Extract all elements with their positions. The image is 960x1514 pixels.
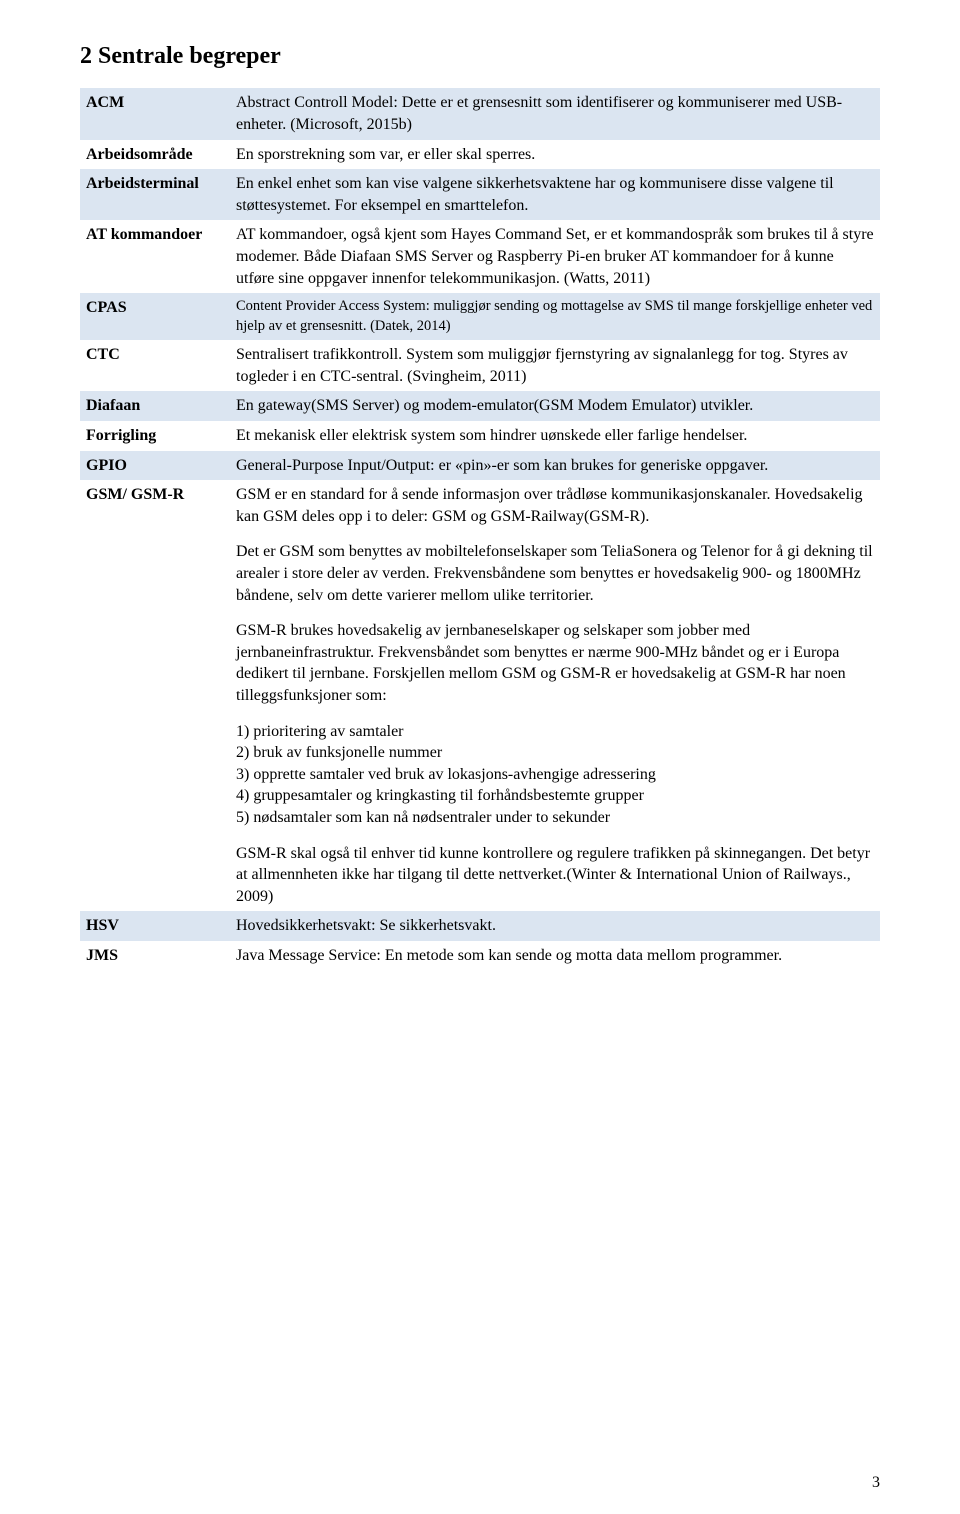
term-cell: HSV — [80, 911, 230, 941]
table-row: GSM/ GSM-RGSM er en standard for å sende… — [80, 480, 880, 911]
desc-paragraph: Et mekanisk eller elektrisk system som h… — [236, 425, 874, 447]
desc-cell: Content Provider Access System: muliggjø… — [230, 293, 880, 340]
desc-paragraph: Sentralisert trafikkontroll. System som … — [236, 344, 874, 387]
desc-cell: General-Purpose Input/Output: er «pin»-e… — [230, 451, 880, 481]
table-row: Arbeidsområde En sporstrekning som var, e… — [80, 140, 880, 170]
table-row: JMS Java Message Service: En metode som k… — [80, 941, 880, 971]
desc-paragraph: General-Purpose Input/Output: er «pin»-e… — [236, 455, 874, 477]
desc-paragraph: GSM er en standard for å sende informasj… — [236, 484, 874, 527]
term-cell: AT kommandoer — [80, 220, 230, 293]
definitions-tbody: ACMAbstract Controll Model: Dette er et … — [80, 88, 880, 970]
table-row: CTCSentralisert trafikkontroll. System s… — [80, 340, 880, 391]
definitions-table: ACMAbstract Controll Model: Dette er et … — [80, 88, 880, 970]
term-cell: JMS — [80, 941, 230, 971]
desc-cell: AT kommandoer, også kjent som Hayes Comm… — [230, 220, 880, 293]
term-cell: GSM/ GSM-R — [80, 480, 230, 911]
section-heading: 2 Sentrale begreper — [80, 40, 880, 72]
desc-paragraph: Content Provider Access System: muliggjø… — [236, 297, 874, 336]
desc-cell: En enkel enhet som kan vise valgene sikk… — [230, 169, 880, 220]
desc-paragraph: GSM-R brukes hovedsakelig av jernbanesel… — [236, 620, 874, 706]
desc-paragraph: AT kommandoer, også kjent som Hayes Comm… — [236, 224, 874, 289]
desc-paragraph: Hovedsikkerhetsvakt: Se sikkerhetsvakt. — [236, 915, 874, 937]
term-cell: Forrigling — [80, 421, 230, 451]
table-row: ArbeidsterminalEn enkel enhet som kan vi… — [80, 169, 880, 220]
term-cell: Arbeidsterminal — [80, 169, 230, 220]
page-number: 3 — [872, 1472, 880, 1494]
desc-paragraph: En enkel enhet som kan vise valgene sikk… — [236, 173, 874, 216]
term-cell: Diafaan — [80, 391, 230, 421]
term-cell: Arbeidsområde — [80, 140, 230, 170]
desc-cell: En gateway(SMS Server) og modem-emulator… — [230, 391, 880, 421]
desc-cell: Hovedsikkerhetsvakt: Se sikkerhetsvakt. — [230, 911, 880, 941]
desc-paragraph: En gateway(SMS Server) og modem-emulator… — [236, 395, 874, 417]
desc-paragraph: 1) prioritering av samtaler 2) bruk av f… — [236, 721, 874, 829]
desc-paragraph: En sporstrekning som var, er eller skal … — [236, 144, 874, 166]
desc-cell: En sporstrekning som var, er eller skal … — [230, 140, 880, 170]
term-cell: GPIO — [80, 451, 230, 481]
desc-cell: Abstract Controll Model: Dette er et gre… — [230, 88, 880, 139]
desc-cell: Et mekanisk eller elektrisk system som h… — [230, 421, 880, 451]
term-cell: ACM — [80, 88, 230, 139]
desc-paragraph: Java Message Service: En metode som kan … — [236, 945, 874, 967]
desc-paragraph: GSM-R skal også til enhver tid kunne kon… — [236, 843, 874, 908]
desc-cell: GSM er en standard for å sende informasj… — [230, 480, 880, 911]
desc-paragraph: Abstract Controll Model: Dette er et gre… — [236, 92, 874, 135]
table-row: CPASContent Provider Access System: muli… — [80, 293, 880, 340]
desc-paragraph: Det er GSM som benyttes av mobiltelefons… — [236, 541, 874, 606]
table-row: HSV Hovedsikkerhetsvakt: Se sikkerhetsvak… — [80, 911, 880, 941]
term-cell: CPAS — [80, 293, 230, 340]
desc-cell: Java Message Service: En metode som kan … — [230, 941, 880, 971]
table-row: Forrigling Et mekanisk eller elektrisk sy… — [80, 421, 880, 451]
desc-cell: Sentralisert trafikkontroll. System som … — [230, 340, 880, 391]
table-row: GPIO General-Purpose Input/Output: er «pi… — [80, 451, 880, 481]
term-cell: CTC — [80, 340, 230, 391]
table-row: Diafaan En gateway(SMS Server) og modem-e… — [80, 391, 880, 421]
table-row: ACMAbstract Controll Model: Dette er et … — [80, 88, 880, 139]
table-row: AT kommandoerAT kommandoer, også kjent s… — [80, 220, 880, 293]
